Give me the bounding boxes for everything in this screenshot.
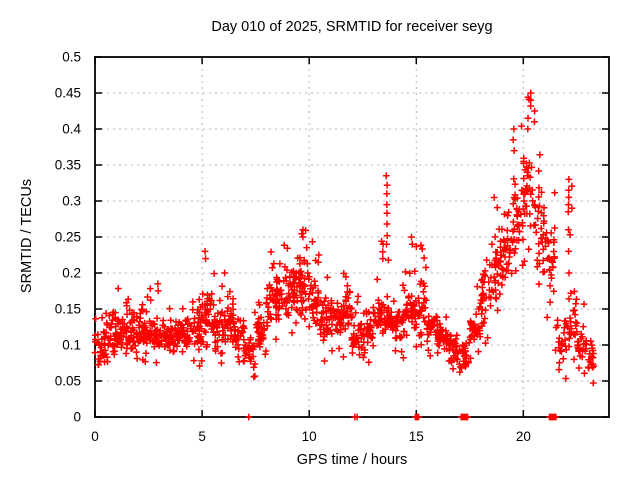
x-tick-label: 15 (409, 429, 424, 444)
x-tick-label: 0 (91, 429, 99, 444)
y-tick-label: 0 (73, 410, 81, 425)
y-tick-label: 0.3 (62, 194, 81, 209)
y-tick-label: 0.4 (62, 122, 81, 137)
y-tick-label: 0.15 (55, 302, 81, 317)
x-axis-label: GPS time / hours (296, 452, 408, 468)
scatter-points (91, 89, 598, 421)
y-tick-label: 0.1 (62, 338, 81, 353)
x-tick-label: 5 (198, 429, 206, 444)
y-tick-label: 0.35 (55, 158, 81, 173)
y-tick-label: 0.2 (62, 266, 81, 281)
y-tick-label: 0.25 (55, 230, 81, 245)
x-tick-label: 20 (516, 429, 531, 444)
y-axis-label: SRMTID / TECUs (19, 178, 35, 294)
chart-title: Day 010 of 2025, SRMTID for receiver sey… (211, 19, 493, 35)
x-tick-label: 10 (302, 429, 317, 444)
y-tick-label: 0.05 (55, 374, 81, 389)
gridlines (95, 57, 609, 417)
y-tick-label: 0.45 (55, 86, 81, 101)
y-tick-label: 0.5 (62, 50, 81, 65)
